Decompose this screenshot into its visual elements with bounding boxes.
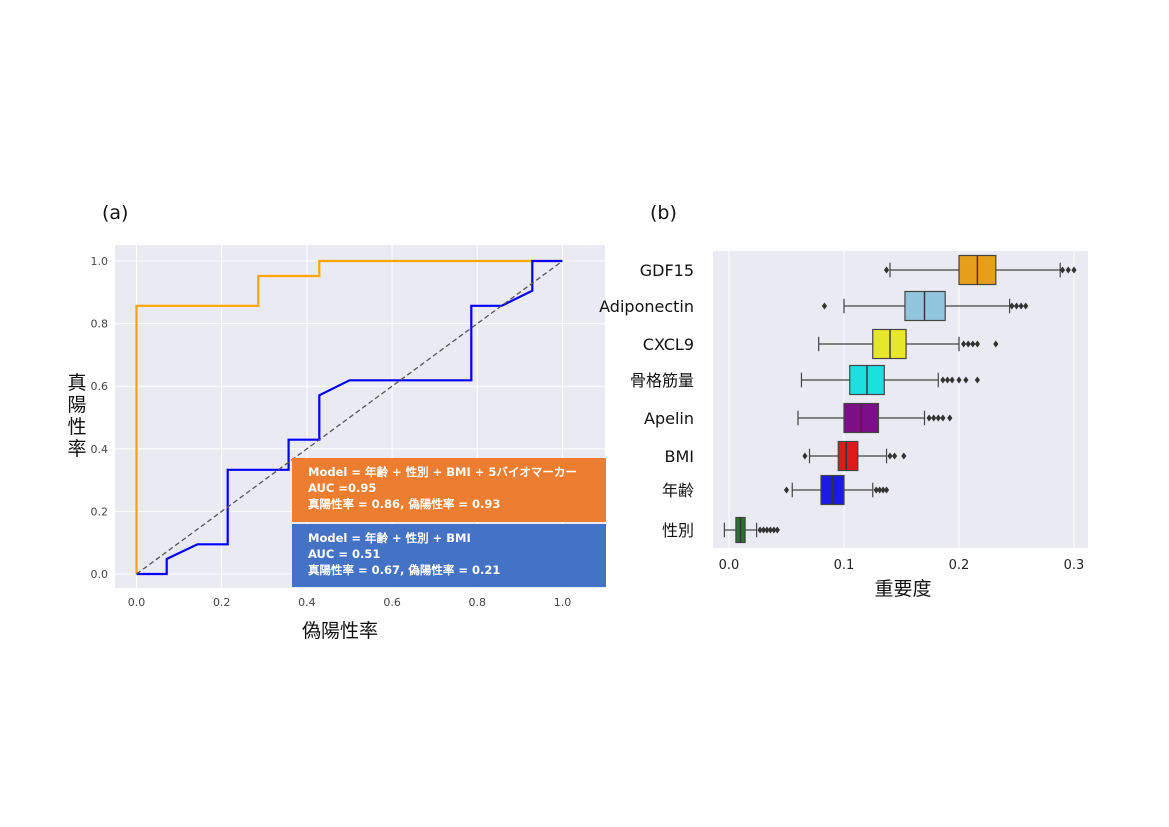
roc-y-axis-label-char: 率 (67, 438, 86, 460)
importance-boxplot: 0.0 0.1 0.2 0.3 GDF15 Adiponectin CXCL9 骨格筋量 Ape… (599, 251, 1088, 600)
boxplot-box-5 (802, 440, 907, 472)
roc-xtick-label: 0.8 (469, 596, 487, 609)
legend-box-base-model: Model = 年齢 + 性別 + BMI AUC = 0.51 真陽性率 = … (292, 524, 606, 587)
roc-x-axis-label: 偽陽性率 (302, 620, 378, 642)
roc-ytick-label: 1.0 (91, 255, 109, 268)
roc-y-axis-label-char: 真 (67, 372, 86, 394)
outlier-point (974, 376, 980, 384)
outlier-point (940, 376, 946, 384)
roc-xtick-label: 0.4 (298, 596, 316, 609)
boxplot-xtick-label: 0.2 (949, 558, 970, 573)
boxplot-category-label: CXCL9 (643, 335, 694, 354)
legend-full-model-line-2: AUC =0.95 (308, 481, 377, 495)
outlier-point (1018, 302, 1024, 310)
outlier-point (974, 340, 980, 348)
outlier-point (1071, 266, 1077, 274)
boxplot-category-label: 年齢 (662, 481, 694, 500)
outlier-point (767, 526, 773, 534)
outlier-point (956, 376, 962, 384)
roc-ytick-label: 0.8 (91, 318, 109, 331)
outlier-point (931, 414, 937, 422)
outlier-point (883, 266, 890, 274)
boxplot-area (713, 251, 1088, 548)
outlier-point (965, 340, 971, 348)
outlier-point (961, 340, 967, 348)
outlier-point (993, 340, 999, 348)
roc-ytick-label: 0.4 (91, 443, 109, 456)
outlier-point (821, 302, 828, 310)
outlier-point (771, 526, 777, 534)
outlier-point (947, 414, 953, 422)
outlier-point (760, 526, 767, 534)
outlier-point (1009, 302, 1015, 310)
boxplot-category-label: BMI (665, 447, 695, 466)
outlier-point (940, 414, 946, 422)
roc-ytick-label: 0.6 (91, 380, 109, 393)
legend-full-model-line-3: 真陽性率 = 0.86, 偽陽性率 = 0.93 (308, 497, 501, 511)
box-iqr (837, 440, 859, 472)
legend-base-model-line-2: AUC = 0.51 (308, 547, 381, 561)
boxplot-xtick-label: 0.1 (834, 558, 855, 573)
outlier-point (1013, 302, 1020, 310)
boxplot-category-label: Adiponectin (599, 297, 694, 316)
roc-ytick-label: 0.0 (91, 568, 109, 581)
roc-series-line-2 (136, 260, 563, 575)
outlier-point (1023, 302, 1029, 310)
outlier-point (949, 376, 955, 384)
outlier-point (783, 486, 790, 494)
outlier-point (970, 340, 976, 348)
boxplot-category-label: 骨格筋量 (630, 371, 694, 390)
boxplot-box-2 (818, 328, 999, 360)
roc-xtick-label: 1.0 (554, 596, 572, 609)
boxplot-box-4 (797, 402, 953, 434)
outlier-point (883, 486, 890, 494)
legend-base-model-line-3: 真陽性率 = 0.67, 偽陽性率 = 0.21 (308, 563, 501, 577)
outlier-point (802, 452, 808, 460)
outlier-point (1059, 266, 1066, 274)
boxplot-box-3 (800, 364, 980, 396)
outlier-point (935, 414, 941, 422)
outlier-point (963, 376, 969, 384)
boxplot-box-1 (821, 290, 1029, 322)
outlier-point (892, 452, 898, 460)
panel-a-label: (a) (102, 202, 129, 224)
outlier-point (877, 486, 883, 494)
outlier-point (774, 526, 780, 534)
boxplot-category-label: GDF15 (640, 261, 694, 280)
outlier-point (1065, 266, 1071, 274)
boxplot-box-7 (723, 516, 780, 544)
roc-series-line-0 (135, 259, 563, 574)
boxplot-x-axis-label: 重要度 (874, 578, 931, 600)
outlier-point (926, 414, 932, 422)
roc-xtick-label: 0.0 (128, 596, 146, 609)
outlier-point (887, 452, 893, 460)
legend-box-full-model: Model = 年齢 + 性別 + BMI + 5バイオマーカー AUC =0.… (292, 458, 606, 522)
boxplot-box-6 (783, 474, 890, 506)
roc-xtick-label: 0.2 (213, 596, 231, 609)
outlier-point (944, 376, 951, 384)
panel-b-label: (b) (650, 202, 677, 224)
roc-ytick-label: 0.2 (91, 505, 109, 518)
boxplot-category-label: 性別 (662, 521, 694, 540)
legend-base-model-line-1: Model = 年齢 + 性別 + BMI (308, 531, 471, 545)
outlier-point (880, 486, 886, 494)
outlier-point (873, 486, 879, 494)
boxplot-xtick-label: 0.3 (1064, 558, 1085, 573)
boxplot-category-label: Apelin (644, 409, 694, 428)
roc-xtick-label: 0.6 (383, 596, 401, 609)
roc-y-axis-label-char: 陽 (67, 394, 86, 416)
roc-y-axis-label-char: 性 (67, 416, 86, 438)
outlier-point (764, 526, 770, 534)
boxplot-xtick-label: 0.0 (719, 558, 740, 573)
outlier-point (757, 526, 763, 534)
legend-full-model-line-1: Model = 年齢 + 性別 + BMI + 5バイオマーカー (308, 465, 577, 479)
outlier-point (901, 452, 907, 460)
boxplot-box-0 (883, 254, 1077, 286)
